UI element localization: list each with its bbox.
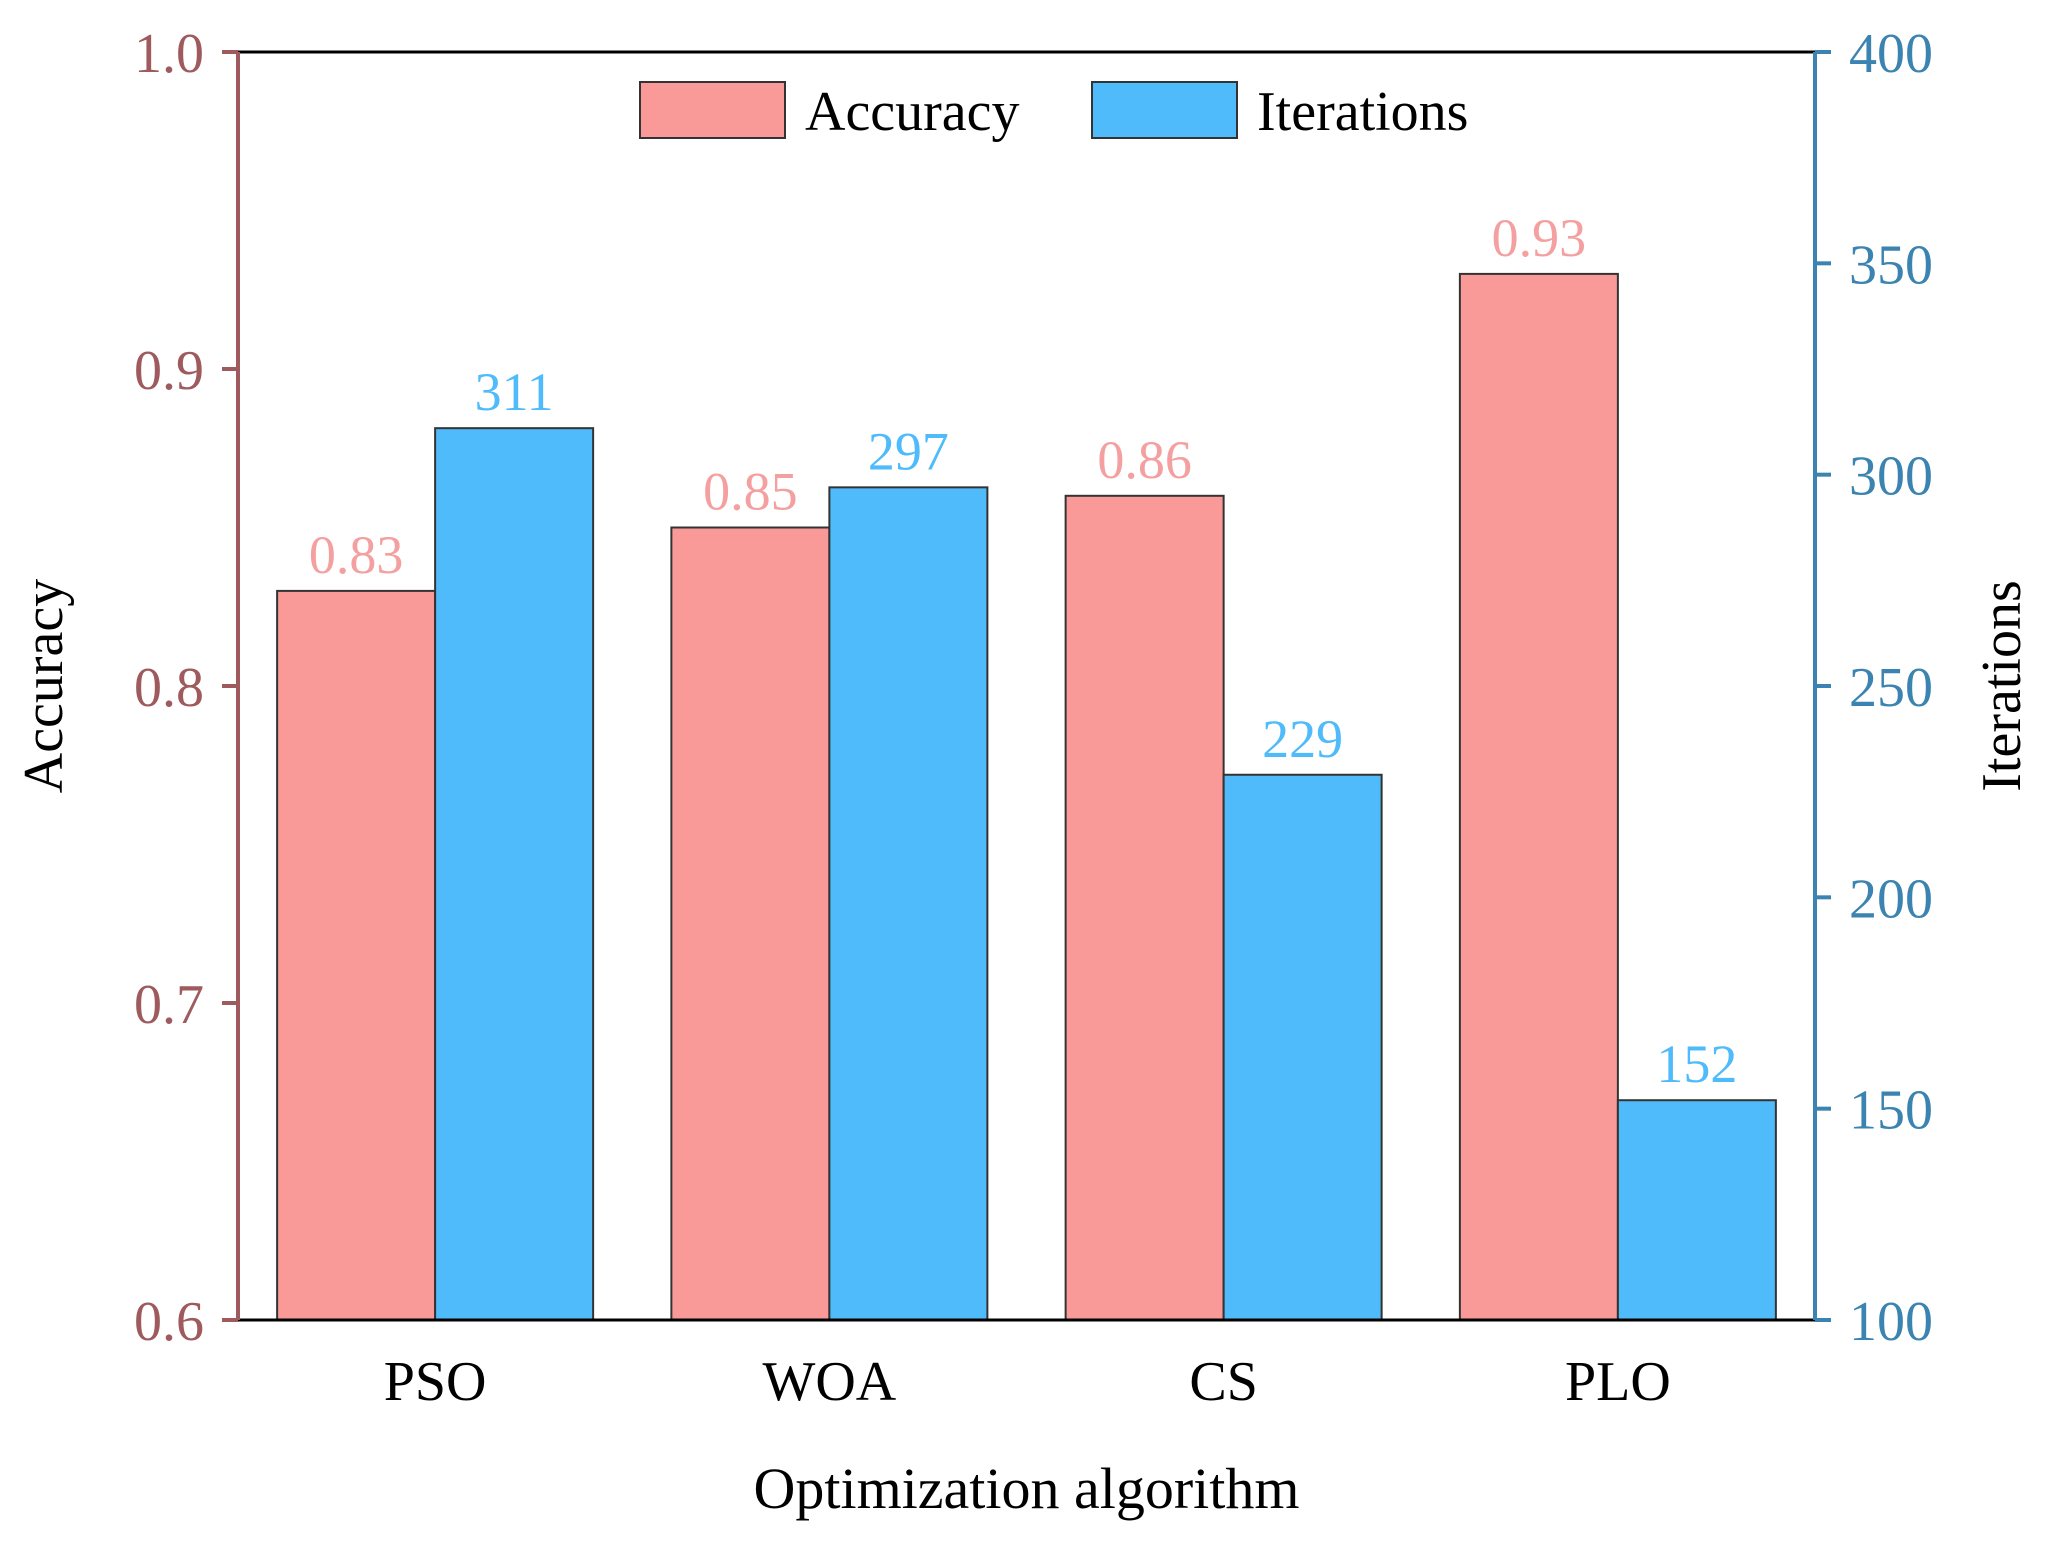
legend-iterations-swatch [1091,81,1238,139]
bar-accuracy-woa [670,526,831,1321]
y-left-title: Accuracy [13,579,75,794]
y-right-tick-label: 200 [1849,868,1933,930]
axes-layer: PSO WOA CS PLO 0.6 0.7 0.8 0.9 1.0 100 150 200 250 30… [134,23,1933,1413]
y-right-tick-label: 250 [1849,657,1933,719]
legend: Accuracy Iterations [639,81,1468,143]
legend-accuracy-swatch [639,81,786,139]
y-right-tick-label: 400 [1849,23,1933,85]
value-label-iterations-plo: 152 [1656,1034,1737,1094]
y-right-tick-label: 100 [1849,1291,1933,1353]
legend-accuracy-label: Accuracy [805,81,1020,143]
bar-iterations-cs [1222,773,1383,1321]
bar-accuracy-plo [1458,272,1619,1321]
y-right-tick-label: 350 [1849,234,1933,296]
legend-iterations-label: Iterations [1257,81,1468,143]
x-tick-label-pso: PSO [384,1351,487,1413]
x-axis-title: Optimization algorithm [753,1456,1299,1521]
x-tick-label-plo: PLO [1565,1351,1671,1413]
y-right-tick-label: 300 [1849,446,1933,508]
y-left-tick-label: 0.8 [134,657,204,719]
bar-iterations-woa [828,486,989,1321]
value-labels-layer: 0.83 311 0.85 297 0.86 229 0.93 152 [309,208,1738,1094]
value-label-iterations-woa: 297 [868,421,949,481]
value-label-accuracy-pso: 0.83 [309,525,404,585]
y-left-tick-label: 1.0 [134,23,204,85]
y-left-tick-label: 0.7 [134,974,204,1036]
value-label-iterations-pso: 311 [475,362,554,422]
y-left-tick-label: 0.6 [134,1291,204,1353]
y-right-title: Iterations [1971,580,2033,791]
value-label-iterations-cs: 229 [1262,709,1343,769]
value-label-accuracy-woa: 0.85 [703,462,798,522]
bar-accuracy-cs [1064,494,1225,1321]
x-tick-label-woa: WOA [763,1351,897,1413]
x-tick-label-cs: CS [1189,1351,1258,1413]
bar-iterations-pso [434,427,595,1321]
bars-layer [276,272,1777,1322]
value-label-accuracy-plo: 0.93 [1492,208,1587,268]
bar-accuracy-pso [276,589,437,1321]
bar-iterations-plo [1616,1099,1777,1322]
axis-titles: Accuracy Iterations Optimization algorithm [13,579,2033,1521]
value-label-accuracy-cs: 0.86 [1097,430,1192,490]
y-right-tick-label: 150 [1849,1080,1933,1142]
y-left-tick-label: 0.9 [134,340,204,402]
